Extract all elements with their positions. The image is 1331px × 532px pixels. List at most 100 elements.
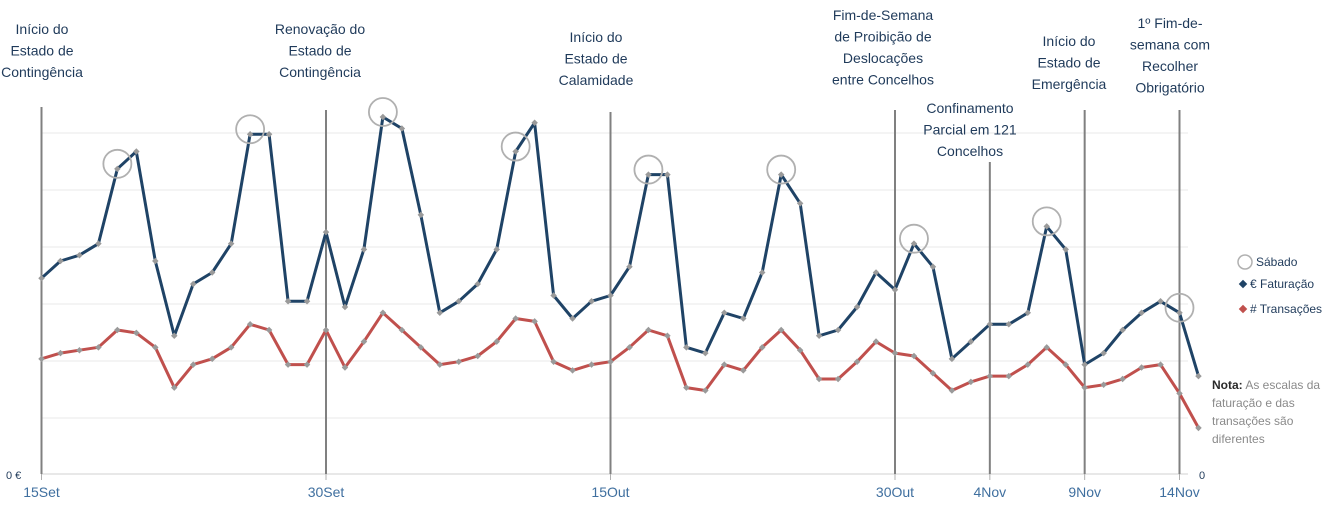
data-point	[872, 269, 880, 276]
data-point	[645, 171, 652, 178]
data-point	[114, 165, 121, 173]
data-point	[360, 246, 368, 253]
data-point	[626, 344, 633, 351]
data-point	[341, 364, 349, 371]
data-point	[379, 309, 387, 317]
data-point	[284, 361, 292, 368]
series-transactions	[38, 309, 1202, 432]
legend-revenue-diamond-icon	[1238, 279, 1248, 289]
data-point	[702, 349, 709, 357]
data-point	[948, 387, 956, 394]
data-point	[360, 338, 368, 345]
data-point	[550, 292, 557, 299]
data-point	[967, 378, 975, 386]
series-revenue	[38, 113, 1202, 380]
data-point	[929, 263, 937, 270]
data-point	[512, 315, 519, 322]
data-point	[607, 292, 614, 299]
data-point	[189, 361, 197, 368]
data-point	[189, 280, 197, 288]
data-point	[284, 298, 292, 305]
data-point	[683, 384, 690, 391]
data-point	[398, 326, 406, 334]
series-line	[41, 311, 1200, 429]
data-point	[872, 338, 880, 345]
data-point	[493, 338, 500, 345]
data-point	[171, 332, 178, 340]
data-point	[683, 344, 690, 351]
event-annotation: Fim-de-Semana de Proibição de Deslocações e…	[832, 7, 934, 88]
saturday-circle	[500, 131, 531, 162]
x-tick-label: 14Nov	[1159, 484, 1199, 500]
legend: Sábado € Faturação # Transações	[1237, 254, 1322, 316]
data-point	[227, 240, 235, 247]
saturday-circle	[102, 148, 133, 179]
saturday-circle	[766, 154, 797, 185]
data-point	[929, 369, 937, 377]
data-point	[607, 358, 614, 365]
data-point	[910, 352, 918, 360]
data-point	[967, 338, 975, 345]
legend-saturday-label: Sábado	[1256, 255, 1298, 269]
data-point	[133, 148, 140, 155]
data-point	[493, 246, 500, 253]
data-point	[645, 326, 652, 334]
event-annotation: 1º Fim-de-semana com Recolher Obrigatório	[1130, 15, 1210, 96]
data-point	[891, 349, 899, 357]
data-point	[758, 269, 766, 276]
data-point	[588, 361, 595, 368]
saturday-circle	[367, 97, 398, 127]
data-point	[758, 344, 766, 351]
event-annotation: Confinamento Parcial em 121 Concelhos	[923, 100, 1017, 159]
data-point	[569, 367, 576, 374]
data-point	[398, 125, 406, 132]
data-point	[740, 315, 747, 322]
data-point	[626, 263, 633, 270]
data-point	[1005, 321, 1013, 328]
data-point	[265, 326, 273, 334]
saturday-circle	[1164, 292, 1195, 323]
event-annotation: Início do Estado de Emergência	[1032, 33, 1107, 92]
data-point	[152, 257, 159, 265]
x-tick-label: 4Nov	[973, 484, 1006, 500]
data-point	[702, 387, 709, 394]
event-annotation: Início do Estado de Calamidade	[559, 29, 634, 88]
data-point	[474, 280, 481, 288]
data-point	[455, 358, 463, 365]
data-point	[208, 355, 216, 363]
data-point	[853, 358, 861, 365]
legend-revenue-label: € Faturação	[1250, 277, 1314, 291]
data-point	[208, 269, 216, 276]
data-point	[986, 321, 994, 328]
scale-note: Nota: As escalas da faturação e das transa…	[1212, 378, 1320, 446]
x-tick-label: 15Out	[591, 484, 629, 500]
legend-saturday-circle-icon	[1237, 254, 1253, 270]
legend-transactions-diamond-icon	[1238, 304, 1248, 314]
data-point	[322, 228, 330, 236]
data-point	[664, 171, 671, 178]
saturday-circle	[235, 114, 266, 145]
event-annotation: Renovação do Estado de Contingência	[275, 21, 366, 80]
saturday-markers	[102, 97, 1195, 323]
data-point	[740, 367, 747, 374]
data-point	[322, 326, 330, 334]
data-point	[152, 344, 159, 351]
note-text: Nota: As escalas da faturação e das transa…	[1212, 378, 1320, 446]
data-point	[721, 309, 728, 317]
data-point	[303, 298, 311, 305]
data-point	[246, 131, 254, 138]
y-axis-right-zero: 0	[1199, 470, 1205, 482]
data-point	[133, 329, 140, 337]
data-point	[303, 361, 311, 368]
event-lines: Início do Estado de Contingência Renovação …	[1, 7, 1210, 474]
data-point	[569, 315, 576, 322]
saturday-circle	[899, 223, 929, 254]
y-axis-left-zero: 0 €	[6, 470, 21, 482]
data-point	[95, 344, 102, 351]
data-point	[796, 346, 804, 354]
data-point	[265, 131, 273, 138]
x-tick-label: 9Nov	[1068, 484, 1101, 500]
data-point	[1100, 381, 1107, 389]
data-point	[76, 251, 83, 259]
